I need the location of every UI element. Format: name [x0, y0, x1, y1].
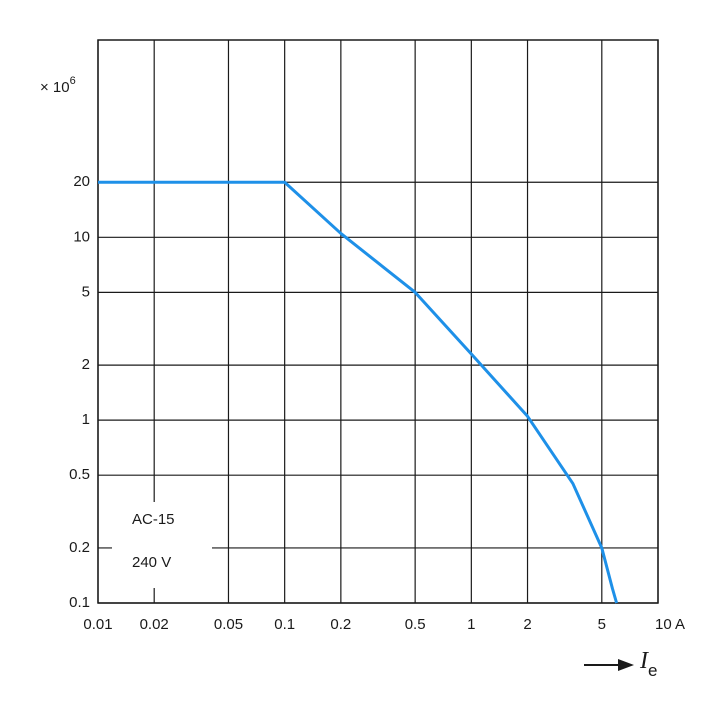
y-tick-label: 2: [82, 356, 90, 373]
x-tick-label: 0.2: [330, 616, 351, 633]
x-tick-label: 2: [523, 616, 531, 633]
y-label-exponent: 6: [70, 75, 76, 87]
x-tick-label: 1: [467, 616, 475, 633]
x-label-text: I: [639, 648, 649, 674]
y-tick-label: 20: [73, 173, 90, 190]
x-tick-label: 0.02: [140, 616, 169, 633]
y-axis-label: × 106: [40, 75, 76, 96]
y-tick-label: 0.2: [69, 539, 90, 556]
y-label-text: × 10: [40, 79, 70, 96]
x-tick-label: 0.05: [214, 616, 243, 633]
x-axis-label: Ie: [639, 648, 657, 681]
x-label-subscript: e: [648, 661, 657, 680]
data-line: [98, 180, 619, 604]
x-tick-label: 5: [598, 616, 606, 633]
annotation: 240 V: [132, 554, 171, 571]
arrow-head: [618, 659, 634, 671]
annotation: AC-15: [132, 511, 175, 528]
x-tick-label: 10 A: [655, 616, 685, 633]
y-tick-label: 5: [82, 283, 90, 300]
annotation-box: [112, 502, 212, 588]
y-tick-label: 1: [82, 411, 90, 428]
y-tick-label: 0.1: [69, 594, 90, 611]
x-tick-label: 0.01: [83, 616, 112, 633]
y-tick-label: 10: [73, 228, 90, 245]
y-tick-label: 0.5: [69, 466, 90, 483]
x-tick-label: 0.5: [405, 616, 426, 633]
x-tick-label: 0.1: [274, 616, 295, 633]
